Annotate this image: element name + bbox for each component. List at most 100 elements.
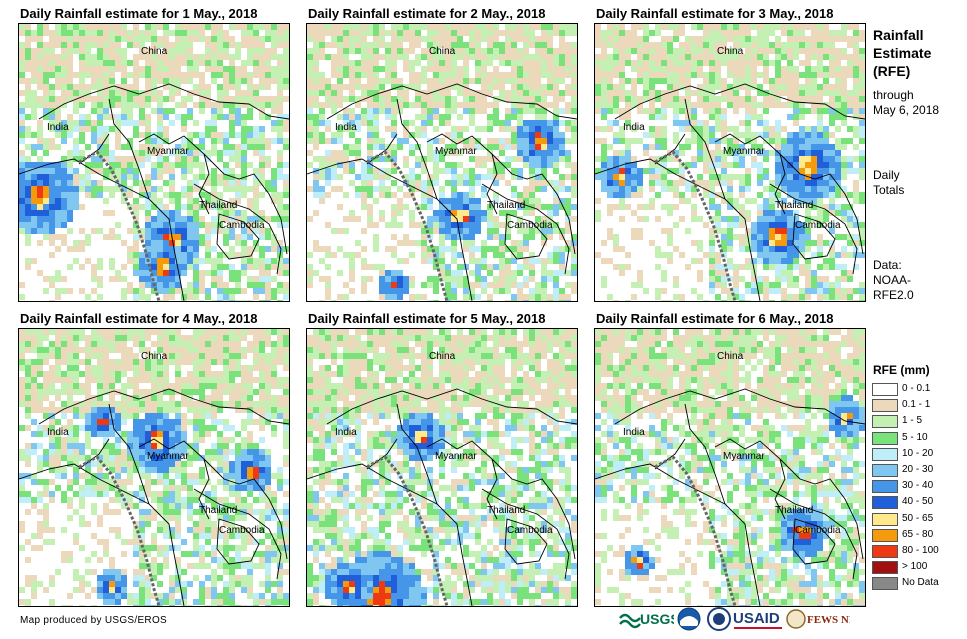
usaid-seal — [707, 607, 731, 631]
country-label-myanmar: Myanmar — [435, 146, 477, 157]
legend-label: 80 - 100 — [902, 544, 939, 556]
country-label-thailand: Thailand — [199, 505, 238, 516]
panel-title: Daily Rainfall estimate for 3 May., 2018 — [596, 6, 834, 21]
country-border — [19, 158, 150, 200]
legend-label: 50 - 65 — [902, 512, 934, 524]
country-label-china: China — [141, 46, 168, 57]
country-label-china: China — [141, 351, 168, 362]
country-border — [595, 463, 726, 505]
country-border — [614, 83, 865, 120]
legend-swatch — [872, 463, 898, 477]
legend-swatch — [872, 496, 898, 510]
rainfall-raster — [595, 24, 865, 301]
no-data-coastline — [654, 150, 737, 301]
rainfall-raster — [307, 329, 577, 606]
country-border — [769, 183, 858, 275]
country-border — [426, 438, 498, 520]
rainfall-map: China India Myanmar Thailand Cambodia — [18, 23, 290, 302]
country-label-myanmar: Myanmar — [147, 451, 189, 462]
no-data-coastline — [78, 455, 161, 606]
panel-title: Daily Rainfall estimate for 4 May., 2018 — [20, 311, 258, 326]
country-label-china: China — [717, 46, 744, 57]
country-border — [792, 518, 836, 565]
country-border — [426, 133, 498, 215]
totals-label: Totals — [873, 183, 905, 197]
no-data-coastline — [654, 455, 737, 606]
country-label-india: India — [335, 122, 357, 133]
legend-label: 0 - 0.1 — [902, 383, 931, 394]
data-source-text: Data: NOAA- RFE2.0 — [873, 258, 914, 303]
through-label: through — [873, 88, 914, 102]
country-label-india: India — [623, 122, 645, 133]
country-label-cambodia: Cambodia — [507, 525, 553, 536]
country-border — [491, 153, 576, 255]
country-border — [481, 183, 570, 275]
legend-label: 0.1 - 1 — [902, 399, 931, 411]
country-label-thailand: Thailand — [199, 200, 238, 211]
country-label-india: India — [47, 427, 69, 438]
country-label-cambodia: Cambodia — [795, 525, 841, 536]
rainfall-map: China India Myanmar Thailand Cambodia — [594, 23, 866, 302]
country-border — [326, 83, 577, 120]
country-border — [216, 213, 260, 260]
rainfall-raster — [595, 329, 865, 606]
title-line-3: (RFE) — [873, 63, 911, 79]
legend-label: No Data — [902, 577, 939, 589]
country-border — [779, 153, 864, 255]
rainfall-map: China India Myanmar Thailand Cambodia — [306, 23, 578, 302]
country-border — [216, 518, 260, 565]
country-border — [714, 438, 786, 520]
country-label-china: China — [429, 351, 456, 362]
country-border — [138, 133, 210, 215]
country-border — [504, 518, 548, 565]
country-label-myanmar: Myanmar — [435, 451, 477, 462]
country-border — [203, 153, 288, 255]
title-line-1: Rainfall — [873, 27, 924, 43]
legend-label: 65 - 80 — [902, 528, 934, 540]
legend-heading: Rainfall Estimate (RFE) — [873, 26, 931, 80]
daily-label: Daily — [873, 168, 900, 182]
legend-label: 30 - 40 — [902, 480, 934, 492]
country-label-thailand: Thailand — [487, 200, 526, 211]
data-source-line-2: RFE2.0 — [873, 288, 914, 302]
country-border — [491, 458, 576, 560]
rainfall-map: China India Myanmar Thailand Cambodia — [306, 328, 578, 607]
legend-swatch — [872, 399, 898, 413]
country-border — [38, 83, 289, 120]
legend-label: 10 - 20 — [902, 447, 934, 459]
country-label-cambodia: Cambodia — [507, 220, 553, 231]
no-data-coastline — [78, 150, 161, 301]
legend-swatch — [872, 431, 898, 445]
legend-swatch — [872, 577, 898, 591]
fewsnet-logo: FEWS NET — [786, 609, 850, 629]
country-label-india: India — [335, 427, 357, 438]
no-data-coastline — [366, 150, 449, 301]
panel-title: Daily Rainfall estimate for 1 May., 2018 — [20, 6, 258, 21]
country-label-cambodia: Cambodia — [219, 525, 265, 536]
country-label-thailand: Thailand — [775, 200, 814, 211]
country-label-myanmar: Myanmar — [147, 146, 189, 157]
legend-label: 20 - 30 — [902, 463, 934, 475]
country-border — [193, 488, 282, 580]
country-label-myanmar: Myanmar — [723, 451, 765, 462]
legend-label: > 100 — [902, 561, 928, 573]
rainfall-raster — [19, 24, 289, 301]
panel-title: Daily Rainfall estimate for 6 May., 2018 — [596, 311, 834, 326]
no-data-coastline — [366, 455, 449, 606]
country-label-china: China — [717, 351, 744, 362]
legend-label: 5 - 10 — [902, 431, 928, 443]
rainfall-raster — [307, 24, 577, 301]
country-border — [19, 463, 150, 505]
data-label: Data: — [873, 258, 902, 272]
country-label-china: China — [429, 46, 456, 57]
legend-swatch — [872, 528, 898, 542]
country-border — [138, 438, 210, 520]
legend-swatch — [872, 415, 898, 429]
country-border — [481, 488, 570, 580]
country-label-cambodia: Cambodia — [795, 220, 841, 231]
legend-swatch — [872, 447, 898, 461]
legend-title: RFE (mm) — [873, 363, 930, 377]
legend-swatch — [872, 480, 898, 494]
country-border — [326, 388, 577, 425]
daily-totals-text: Daily Totals — [873, 168, 904, 198]
